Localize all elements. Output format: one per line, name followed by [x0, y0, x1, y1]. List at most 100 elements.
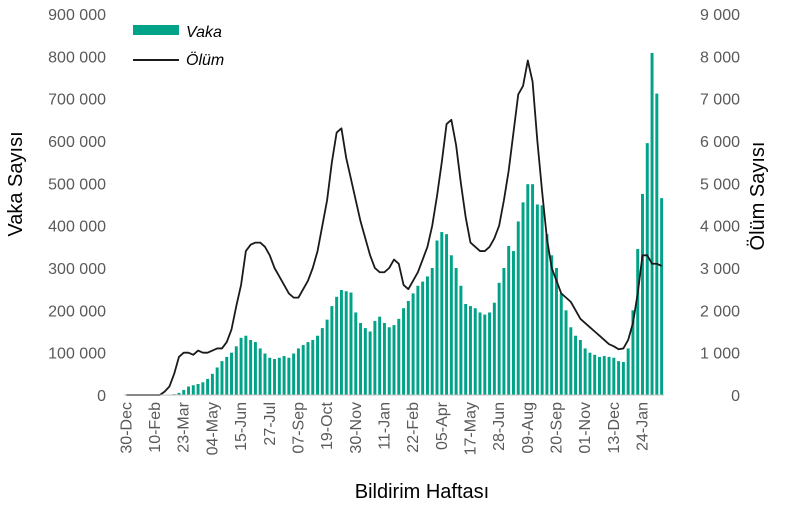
vaka-bar: [602, 356, 606, 395]
y2-tick-label: 3 000: [700, 261, 740, 278]
x-tick-label: 30-Nov: [348, 402, 365, 454]
vaka-bar: [430, 268, 434, 395]
vaka-bar: [392, 325, 396, 395]
vaka-bar: [511, 251, 515, 395]
y-tick-label: 100 000: [48, 346, 106, 363]
vaka-bar: [588, 352, 592, 395]
y-tick-label: 500 000: [48, 176, 106, 193]
vaka-bar: [359, 323, 363, 395]
vaka-bar: [325, 319, 329, 395]
y-axis-title: Vaka Sayısı: [5, 131, 27, 236]
vaka-bar: [234, 346, 238, 395]
vaka-bar: [402, 308, 406, 395]
vaka-bar: [555, 268, 558, 395]
vaka-bar: [440, 232, 444, 395]
vaka-bar: [631, 310, 635, 395]
vaka-bar: [636, 248, 640, 395]
vaka-bar: [645, 143, 649, 395]
vaka-bar: [249, 339, 253, 395]
x-axis-title: Bildirim Haftası: [355, 481, 489, 503]
vaka-bar: [220, 361, 224, 395]
vaka-bar: [201, 382, 205, 395]
vaka-bar: [187, 386, 190, 395]
vaka-bar: [425, 276, 429, 395]
vaka-bar: [516, 221, 520, 395]
x-axis-ticks: 30-Dec 10-Feb 23-Mar 04-May 15-Jun 27-Jul 07-S…: [118, 401, 651, 455]
vaka-bar: [335, 296, 339, 395]
vaka-bar: [507, 245, 511, 395]
vaka-bar: [464, 303, 468, 395]
vaka-bar: [531, 184, 535, 395]
y-tick-label: 400 000: [48, 219, 106, 236]
y-tick-label: 700 000: [48, 92, 106, 109]
y-tick-label: 900 000: [48, 7, 106, 24]
vaka-bar: [253, 342, 257, 395]
vaka-bar: [330, 306, 334, 395]
vaka-bar: [244, 335, 248, 395]
vaka-bar: [421, 281, 425, 395]
x-tick-label: 01-Nov: [577, 402, 594, 454]
vaka-bar: [545, 234, 549, 395]
vaka-bar: [650, 52, 654, 395]
vaka-bar: [411, 293, 415, 395]
y2-tick-label: 9 000: [700, 7, 740, 24]
vaka-bar: [416, 285, 420, 395]
y2-tick-label: 7 000: [700, 92, 740, 109]
y-tick-label: 200 000: [48, 303, 106, 320]
vaka-bar: [521, 202, 525, 395]
y2-tick-label: 6 000: [700, 134, 740, 151]
vaka-bar: [578, 339, 582, 395]
vaka-bar: [550, 255, 554, 395]
right-y-axis-ticks: 0 1 000 2 000 3 000 4 000 5 000 6 000 7 000 8 00…: [700, 7, 740, 405]
vaka-bar: [368, 331, 372, 395]
y2-tick-label: 8 000: [700, 49, 740, 66]
x-tick-label: 17-May: [463, 402, 480, 455]
vaka-bar: [583, 348, 587, 395]
x-tick-label: 11-Jan: [376, 402, 393, 450]
vaka-bar: [263, 353, 267, 395]
vaka-bar: [569, 327, 573, 395]
vaka-bar: [641, 193, 644, 395]
x-tick-label: 23-Mar: [176, 401, 193, 452]
y2-tick-label: 4 000: [700, 219, 740, 236]
vaka-bar: [617, 361, 621, 395]
left-y-axis-ticks: 0 100 000 200 000 300 000 400 000 500 000 600 …: [48, 7, 106, 405]
y-tick-label: 600 000: [48, 134, 106, 151]
vaka-bar: [655, 93, 659, 395]
vaka-bar: [492, 302, 496, 395]
x-tick-label: 07-Sep: [290, 402, 307, 454]
legend-vaka-swatch: [133, 25, 179, 35]
olum-line: [126, 59, 662, 396]
vaka-bar: [593, 354, 597, 395]
vaka-bar: [397, 318, 401, 395]
vaka-bar: [478, 312, 482, 395]
vaka-bar: [296, 348, 300, 395]
x-tick-label: 20-Sep: [549, 402, 566, 454]
vaka-bar: [378, 316, 382, 395]
vaka-bar: [215, 367, 219, 395]
vaka-bar: [354, 312, 358, 395]
x-tick-label: 28-Jun: [491, 402, 508, 451]
vaka-bar: [258, 348, 262, 395]
vaka-bar: [306, 342, 310, 395]
vaka-bar: [344, 291, 348, 395]
vaka-bar: [196, 383, 200, 395]
legend-vaka-label: Vaka: [186, 24, 222, 41]
vaka-bar: [320, 328, 324, 395]
x-tick-label: 10-Feb: [147, 402, 164, 453]
vaka-bar: [382, 323, 386, 395]
vaka-bar: [292, 353, 296, 395]
vaka-bar: [535, 204, 539, 395]
vaka-bar: [363, 328, 367, 395]
vaka-bar: [483, 314, 487, 395]
vaka-bar: [191, 385, 195, 395]
x-tick-label: 13-Dec: [606, 402, 623, 454]
vaka-bar: [598, 356, 601, 395]
vaka-bar: [282, 356, 286, 395]
legend-olum-label: Ölüm: [186, 51, 224, 69]
vaka-bar: [612, 357, 616, 395]
vaka-bar: [301, 345, 305, 395]
vaka-bar: [210, 373, 214, 395]
vaka-bar: [564, 310, 568, 395]
vaka-bar: [607, 356, 611, 395]
